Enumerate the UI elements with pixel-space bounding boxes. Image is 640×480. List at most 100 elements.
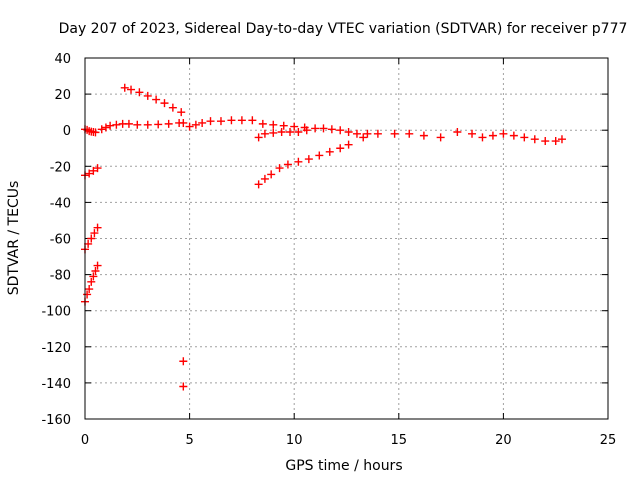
data-series bbox=[258, 119, 309, 132]
data-point bbox=[300, 123, 309, 132]
data-series bbox=[254, 140, 353, 189]
data-point bbox=[90, 229, 99, 238]
x-tick-label: 10 bbox=[286, 433, 303, 448]
data-point bbox=[311, 124, 320, 133]
data-point bbox=[185, 122, 194, 131]
data-point bbox=[120, 83, 129, 92]
data-series bbox=[120, 83, 186, 117]
y-tick-label: 40 bbox=[54, 52, 71, 67]
data-point bbox=[488, 131, 497, 140]
y-tick-label: 20 bbox=[54, 88, 71, 103]
data-point bbox=[227, 116, 236, 125]
y-tick-label: -40 bbox=[50, 196, 71, 211]
y-tick-label: 0 bbox=[63, 124, 71, 139]
data-point bbox=[509, 131, 518, 140]
y-axis-label: SDTVAR / TECUs bbox=[6, 181, 22, 296]
data-point bbox=[327, 125, 336, 134]
data-point bbox=[269, 128, 278, 137]
data-point bbox=[254, 133, 263, 142]
data-series bbox=[363, 128, 566, 146]
data-point bbox=[177, 108, 186, 117]
y-tick-label: -80 bbox=[50, 269, 71, 284]
data-point bbox=[336, 144, 345, 153]
data-point bbox=[106, 121, 115, 130]
data-point bbox=[133, 120, 142, 129]
data-point bbox=[468, 129, 477, 138]
y-tick-label: -60 bbox=[50, 233, 71, 248]
data-point bbox=[93, 261, 102, 270]
data-point bbox=[152, 95, 161, 104]
data-point bbox=[551, 137, 560, 146]
data-point bbox=[135, 88, 144, 97]
data-series bbox=[185, 116, 257, 131]
data-point bbox=[304, 155, 313, 164]
data-point bbox=[198, 118, 207, 127]
x-tick-label: 5 bbox=[185, 433, 193, 448]
y-tick-label: -140 bbox=[41, 377, 71, 392]
data-point bbox=[160, 99, 169, 108]
data-series bbox=[97, 118, 188, 134]
data-point bbox=[112, 120, 121, 129]
data-point bbox=[127, 85, 136, 94]
data-point bbox=[419, 131, 428, 140]
data-point bbox=[89, 166, 98, 175]
data-point bbox=[363, 129, 372, 138]
x-tick-label: 15 bbox=[391, 433, 408, 448]
data-point bbox=[286, 128, 295, 137]
data-point bbox=[344, 128, 353, 137]
data-point bbox=[260, 129, 269, 138]
data-point bbox=[254, 180, 263, 189]
data-point bbox=[453, 128, 462, 137]
data-point bbox=[87, 234, 96, 243]
data-points-layer bbox=[81, 83, 566, 391]
data-point bbox=[405, 129, 414, 138]
data-point bbox=[91, 266, 100, 275]
data-point bbox=[336, 126, 345, 135]
x-tick-label: 25 bbox=[600, 433, 617, 448]
data-point bbox=[143, 91, 152, 100]
y-tick-label: -100 bbox=[41, 305, 71, 320]
data-point bbox=[93, 223, 102, 232]
data-point bbox=[93, 164, 102, 173]
data-point bbox=[294, 157, 303, 166]
data-point bbox=[499, 129, 508, 138]
data-point bbox=[83, 290, 92, 299]
data-point bbox=[143, 120, 152, 129]
data-point bbox=[283, 160, 292, 169]
data-point bbox=[315, 151, 324, 160]
data-point bbox=[124, 119, 133, 128]
data-point bbox=[89, 272, 98, 281]
chart-title: Day 207 of 2023, Sidereal Day-to-day VTE… bbox=[59, 21, 628, 37]
data-point bbox=[168, 103, 177, 112]
data-point bbox=[344, 140, 353, 149]
data-point bbox=[191, 120, 200, 129]
data-point bbox=[237, 116, 246, 125]
y-tick-label: -120 bbox=[41, 341, 71, 356]
data-point bbox=[154, 120, 163, 129]
grid-layer bbox=[85, 58, 608, 419]
data-point bbox=[179, 382, 188, 391]
x-axis-label: GPS time / hours bbox=[285, 458, 402, 474]
ticks-layer: 0 5 10 15 20 25 40 20 0 -20 -40 -60 -80 -100 -120 -140 -… bbox=[41, 52, 616, 448]
data-point bbox=[325, 147, 334, 156]
data-point bbox=[557, 135, 566, 144]
data-point bbox=[97, 125, 106, 134]
data-point bbox=[206, 117, 215, 126]
data-point bbox=[216, 117, 225, 126]
data-point bbox=[87, 277, 96, 286]
data-point bbox=[179, 118, 188, 127]
data-point bbox=[373, 129, 382, 138]
plot-frame bbox=[84, 57, 609, 420]
data-point bbox=[520, 133, 529, 142]
data-point bbox=[85, 285, 94, 294]
data-point bbox=[279, 121, 288, 130]
data-point bbox=[359, 133, 368, 142]
y-tick-label: -160 bbox=[41, 413, 71, 428]
data-point bbox=[269, 120, 278, 129]
data-point bbox=[164, 119, 173, 128]
data-point bbox=[179, 357, 188, 366]
data-point bbox=[541, 137, 550, 146]
x-tick-label: 0 bbox=[81, 433, 89, 448]
data-point bbox=[91, 128, 100, 137]
